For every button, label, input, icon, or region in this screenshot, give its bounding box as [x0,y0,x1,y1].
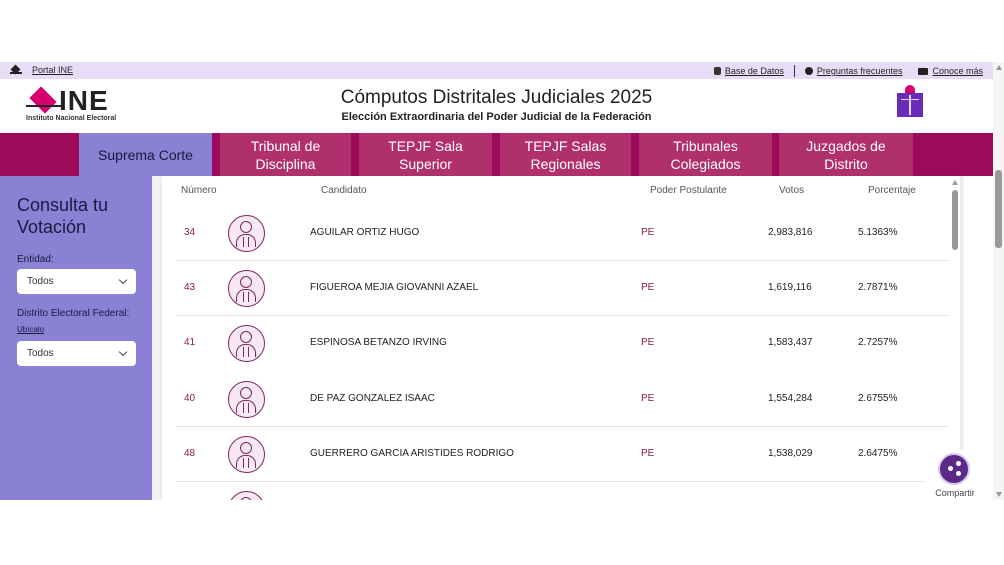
sidebar-title: Consulta tu Votación [17,195,109,237]
database-link-label[interactable]: Base de Datos [724,66,784,76]
nominating-power: PE [641,448,655,459]
candidate-number: 43 [184,282,196,293]
share-widget[interactable]: Compartir [925,450,985,500]
portal-ine-link[interactable]: Portal INE [10,65,73,75]
chevron-down-icon [118,275,128,285]
page-scrollbar-thumb[interactable] [995,170,1002,248]
faq-link[interactable]: Preguntas frecuentes [804,66,903,76]
divider [793,65,795,77]
faq-link-label[interactable]: Preguntas frecuentes [816,66,903,76]
utility-links: Base de Datos Preguntas frecuentes Conoc… [713,65,983,77]
portal-ine-label[interactable]: Portal INE [32,65,74,75]
table-scrollbar-thumb[interactable] [952,190,958,250]
results-table[interactable]: Número Candidato Poder Postulante Votos … [162,176,960,500]
candidate-number: 34 [184,227,196,238]
tab-tribunal-disciplina[interactable]: Tribunal de Disciplina [220,133,351,176]
table-scroll-up-arrow[interactable] [952,180,958,185]
learn-more-link-label[interactable]: Conoce más [932,66,983,76]
col-porcentaje: Porcentaje [868,185,916,196]
candidate-name: GUERRERO GARCIA ARISTIDES RODRIGO [310,448,514,459]
candidate-number: 41 [184,337,196,348]
table-row[interactable]: 40 DE PAZ GONZALEZ ISAAC PE 1,554,284 2.… [176,372,948,427]
candidate-name: ESPINOSA BETANZO IRVING [310,337,447,348]
header: INE Instituto Nacional Electoral Cómputo… [0,79,993,133]
database-link[interactable]: Base de Datos [713,66,784,76]
vote-percentage: 2.7257% [858,337,898,348]
table-header: Número Candidato Poder Postulante Votos … [162,176,952,208]
scroll-up-arrow[interactable] [996,65,1002,70]
col-poder-postulante: Poder Postulante [650,185,727,196]
vote-percentage: 2.6475% [858,448,898,459]
browser-viewport: Portal INE Base de Datos Preguntas frecu… [0,62,1004,500]
vote-percentage: 5.1363% [858,227,898,238]
chevron-down-icon [118,347,128,357]
ine-logo-line [26,105,61,107]
scales-book-shape [897,93,923,117]
scroll-down-arrow[interactable] [996,492,1002,497]
database-icon [713,67,721,75]
candidate-number: 48 [184,448,196,459]
vote-count: 2,983,816 [768,227,813,238]
ine-logo-subtitle: Instituto Nacional Electoral [26,115,117,122]
share-icon[interactable] [938,453,970,485]
candidate-avatar-icon [228,270,265,307]
candidate-number: 40 [184,393,196,404]
distrito-select-value: Todos [27,348,54,359]
table-row-partial[interactable] [176,482,948,500]
share-label: Compartir [935,488,975,498]
tab-tepjf-salas-regionales[interactable]: TEPJF Salas Regionales [500,133,631,176]
vote-percentage: 2.6755% [858,393,898,404]
tab-tepjf-sala-superior[interactable]: TEPJF Sala Superior [359,133,492,176]
nominating-power: PE [641,393,655,404]
learn-more-link[interactable]: Conoce más [918,66,983,76]
nominating-power: PE [641,337,655,348]
col-numero: Número [181,185,217,196]
entidad-select[interactable]: Todos [17,269,136,294]
ubicalo-link[interactable]: Ubícalo [17,325,45,334]
candidate-avatar-icon [228,436,265,473]
distrito-label: Distrito Electoral Federal: [17,308,130,319]
court-tabs: Suprema Corte Tribunal de Disciplina TEP… [0,133,993,176]
candidate-avatar-icon [228,491,265,500]
vote-count: 1,554,284 [768,393,813,404]
tab-juzgados-distrito[interactable]: Juzgados de Distrito [779,133,913,176]
vote-query-sidebar: Consulta tu Votación Entidad: Todos Dist… [0,176,152,500]
candidate-avatar-icon [228,381,265,418]
vote-count: 1,538,029 [768,448,813,459]
page-title: Cómputos Distritales Judiciales 2025 [340,87,653,108]
table-row[interactable]: 48 GUERRERO GARCIA ARISTIDES RODRIGO PE … [176,427,948,482]
table-row[interactable]: 41 ESPINOSA BETANZO IRVING PE 1,583,437 … [176,316,948,371]
candidate-name: AGUILAR ORTIZ HUGO [310,227,420,238]
candidate-name: DE PAZ GONZALEZ ISAAC [310,393,435,404]
nominating-power: PE [641,282,655,293]
ine-home-icon [10,66,22,74]
utility-bar: Portal INE Base de Datos Preguntas frecu… [0,62,993,79]
ballot-cap-shape [905,85,915,93]
vote-percentage: 2.7871% [858,282,898,293]
nominating-power: PE [641,227,655,238]
entidad-label: Entidad: [17,254,54,265]
table-row[interactable]: 34 AGUILAR ORTIZ HUGO PE 2,983,816 5.136… [176,206,948,261]
col-votos: Votos [779,185,805,196]
results-area: Número Candidato Poder Postulante Votos … [152,176,964,500]
candidate-name: FIGUEROA MEJIA GIOVANNI AZAEL [310,282,479,293]
ine-logo[interactable]: INE Instituto Nacional Electoral [26,85,136,123]
candidate-avatar-icon [228,325,265,362]
tab-suprema-corte[interactable]: Suprema Corte [79,133,212,176]
book-icon [918,67,929,75]
vote-count: 1,619,116 [768,282,812,293]
tab-tribunales-colegiados[interactable]: Tribunales Colegiados [639,133,772,176]
question-icon [804,67,813,75]
table-row[interactable]: 43 FIGUEROA MEJIA GIOVANNI AZAEL PE 1,61… [176,261,948,316]
ine-logo-text: INE [59,85,109,116]
entidad-select-value: Todos [27,276,54,287]
distrito-select[interactable]: Todos [17,341,136,366]
page-subtitle: Elección Extraordinaria del Poder Judici… [341,111,652,123]
vote-count: 1,583,437 [768,337,813,348]
page-scrollbar[interactable] [993,62,1004,500]
candidate-avatar-icon [228,215,265,252]
judicial-scales-icon [895,85,925,119]
col-candidato: Candidato [321,185,367,196]
